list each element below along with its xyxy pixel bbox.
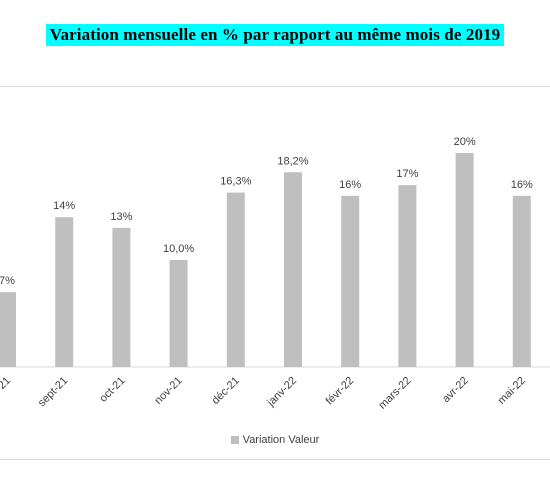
- data-label: 17%: [396, 168, 418, 180]
- data-label: 20%: [454, 136, 476, 148]
- x-tick-label: 21: [0, 375, 13, 392]
- data-label: 16,3%: [220, 176, 251, 188]
- x-tick-label: févr-22: [324, 375, 357, 408]
- bar: [169, 260, 188, 367]
- x-tick-label: nov-21: [152, 375, 184, 407]
- bar: [55, 217, 74, 367]
- legend-swatch: [230, 436, 239, 444]
- data-label: 10,0%: [163, 243, 194, 255]
- x-tick-label: déc-21: [210, 375, 242, 407]
- chart-title: Variation mensuelle en % par rapport au …: [45, 24, 505, 46]
- legend-label: Variation Valeur: [242, 434, 320, 446]
- x-tick-label: sept-21: [36, 375, 70, 409]
- bar: [0, 292, 16, 367]
- legend: Variation Valeur: [0, 434, 550, 446]
- bar: [341, 195, 360, 367]
- x-tick-label: oct-21: [97, 375, 127, 405]
- data-label: 13%: [110, 211, 132, 223]
- data-label: 16%: [511, 179, 533, 191]
- data-label: 18,2%: [277, 155, 308, 167]
- bar: [226, 192, 245, 367]
- chart-area: [0, 86, 550, 460]
- bar: [398, 185, 417, 367]
- x-tick-label: mai-22: [496, 375, 528, 407]
- title-container: Variation mensuelle en % par rapport au …: [0, 24, 550, 46]
- bar: [284, 172, 302, 367]
- x-tick-label: mars-22: [377, 375, 414, 412]
- data-label: 7%: [0, 275, 15, 287]
- data-label: 16%: [339, 179, 361, 191]
- x-tick-label: janv-22: [264, 375, 299, 410]
- bar: [112, 227, 131, 367]
- x-tick-label: avr-22: [440, 375, 471, 406]
- data-label: 14%: [53, 200, 75, 212]
- bar: [455, 153, 474, 367]
- bar: [512, 195, 531, 367]
